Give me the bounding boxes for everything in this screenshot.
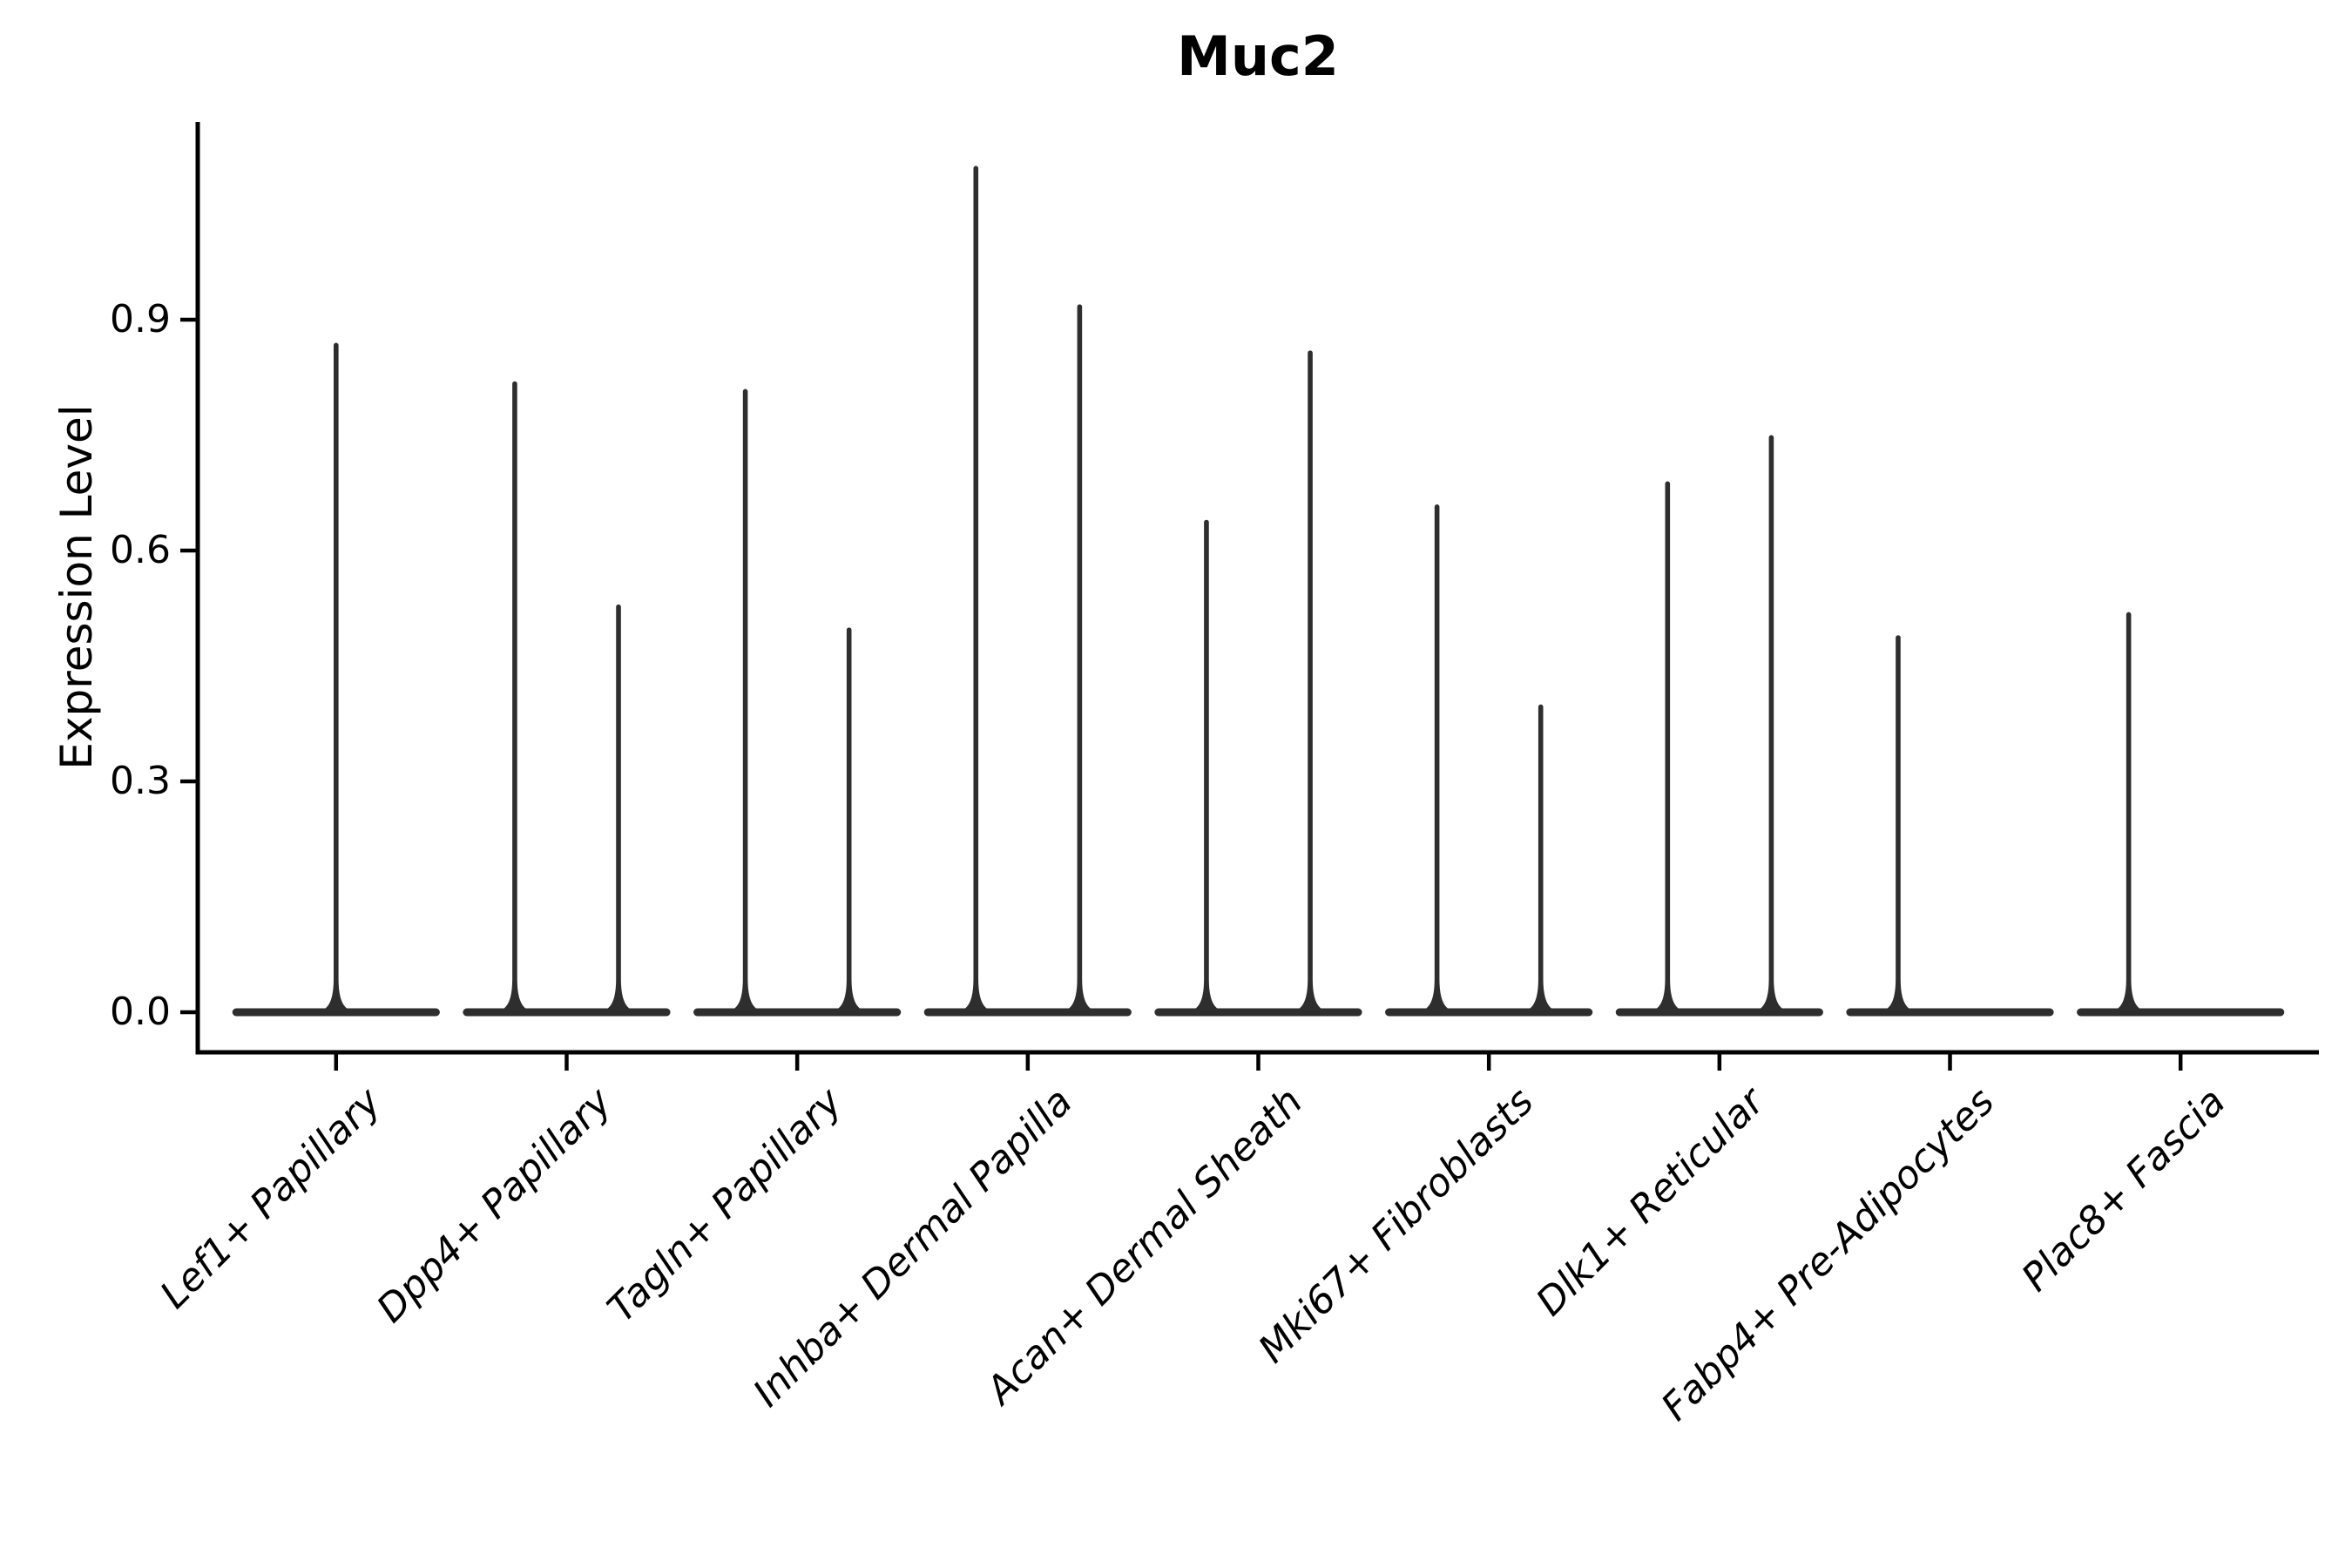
y-tick-label-0.3: 0.3 — [110, 759, 171, 803]
y-axis-label: Expression Level — [51, 404, 102, 770]
y-tick-label-0.6: 0.6 — [110, 528, 171, 573]
y-tick-label-0.9: 0.9 — [110, 297, 171, 342]
plot-title: Muc2 — [1177, 24, 1339, 88]
y-tick-label-0.0: 0.0 — [110, 990, 171, 1034]
